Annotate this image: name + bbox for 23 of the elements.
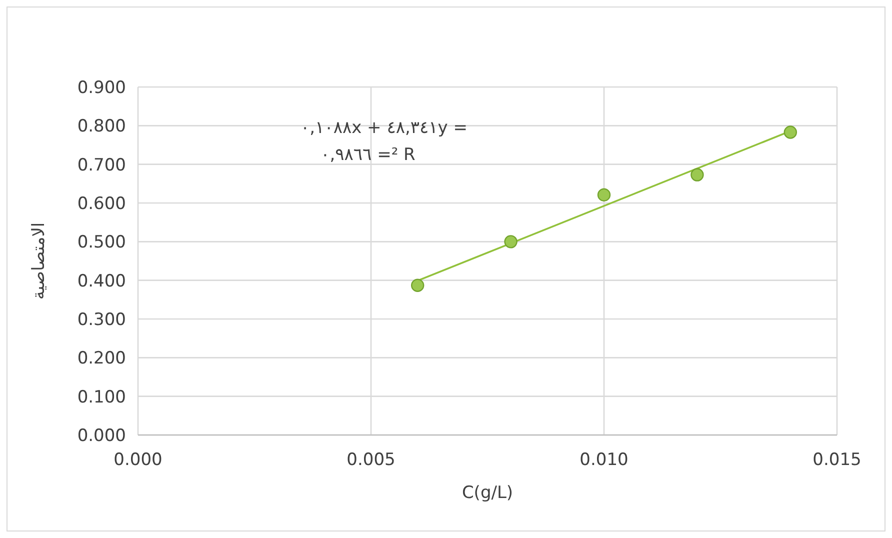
x-tick-label: 0.015	[812, 450, 862, 470]
y-tick-label: 0.900	[77, 78, 126, 98]
point	[597, 188, 611, 202]
y-tick-label: 0.300	[77, 310, 126, 330]
x-tick-label: 0.005	[346, 450, 396, 470]
x-tick-label: 0.010	[580, 450, 628, 470]
y-tick-label: 0.700	[77, 155, 126, 176]
point	[411, 278, 424, 292]
x-tick-label: 0.000	[114, 450, 162, 470]
point	[690, 168, 704, 182]
y-tick-label: 0.500	[77, 232, 126, 253]
point	[504, 235, 518, 248]
x-axis-title: C(g/L)	[462, 483, 514, 503]
y-tick-label: 0.600	[77, 194, 126, 214]
y-tick-label: 0.800	[77, 116, 126, 137]
annotation: ٠,٩٨٦٦ =² R	[320, 145, 416, 165]
y-tick-label: 0.100	[77, 387, 126, 408]
y-tick-label: 0.000	[77, 426, 126, 446]
y-tick-label: 0.200	[77, 348, 126, 369]
point	[784, 126, 797, 139]
y-tick-label: 0.400	[77, 271, 126, 292]
y-axis-title: الامتصاصية	[29, 222, 49, 300]
annotation: ٠,١٠٨٨x + ٤٨,٣٤١y =	[300, 118, 468, 138]
